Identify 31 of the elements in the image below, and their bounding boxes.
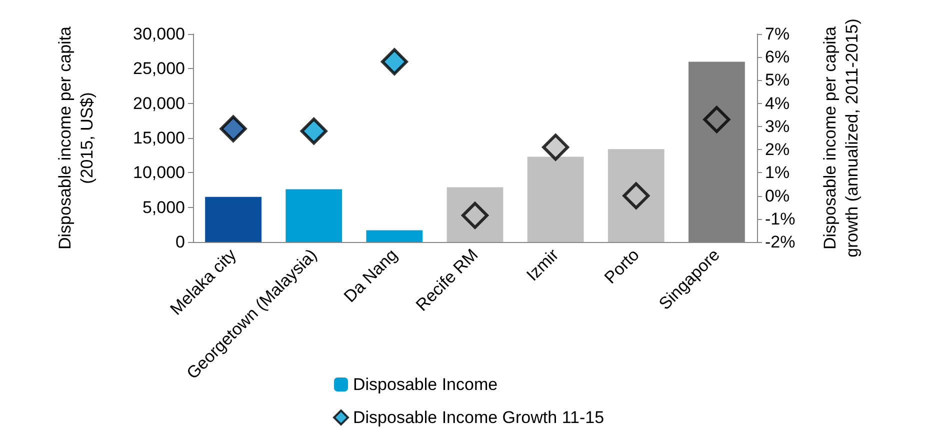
point [220, 115, 247, 142]
y-axis-title: Disposable income per capita (2015, US$) [56, 26, 96, 250]
legend-label: Disposable Income [353, 375, 498, 394]
point [703, 106, 730, 134]
bar [446, 187, 504, 242]
y-tick-label: 0 [176, 232, 185, 252]
y2-tick-label: -2% [765, 232, 796, 252]
y-tick-label: 30,000 [133, 24, 185, 44]
y-tick-label: 20,000 [133, 94, 185, 113]
bar [366, 230, 423, 242]
legend-label: Disposable Income Growth 11-15 [353, 408, 604, 427]
y2-tick-label: 1% [765, 163, 790, 182]
point [542, 134, 570, 161]
y2-axis-title: Disposable income per capita growth (annualized, 2011-2015) [820, 18, 862, 258]
y-tick-label: 25,000 [133, 59, 185, 78]
point [380, 48, 408, 76]
bar [286, 189, 342, 242]
point [300, 118, 328, 145]
y-tick-label: 15,000 [133, 128, 185, 148]
y2-tick-label: 3% [765, 116, 790, 136]
y2-tick-label: 6% [765, 48, 790, 67]
y2-tick-label: 4% [765, 94, 790, 113]
y2-tick-label: 7% [765, 24, 790, 44]
y2-tick-label: -1% [765, 209, 796, 228]
y2-tick-label: 0% [765, 186, 790, 206]
y-tick-label: 5,000 [142, 198, 185, 217]
y2-tick-label: 5% [765, 70, 790, 90]
y-tick-label: 10,000 [133, 163, 185, 182]
y2-tick-label: 2% [765, 140, 790, 160]
bar [608, 149, 664, 242]
bar [205, 196, 262, 242]
